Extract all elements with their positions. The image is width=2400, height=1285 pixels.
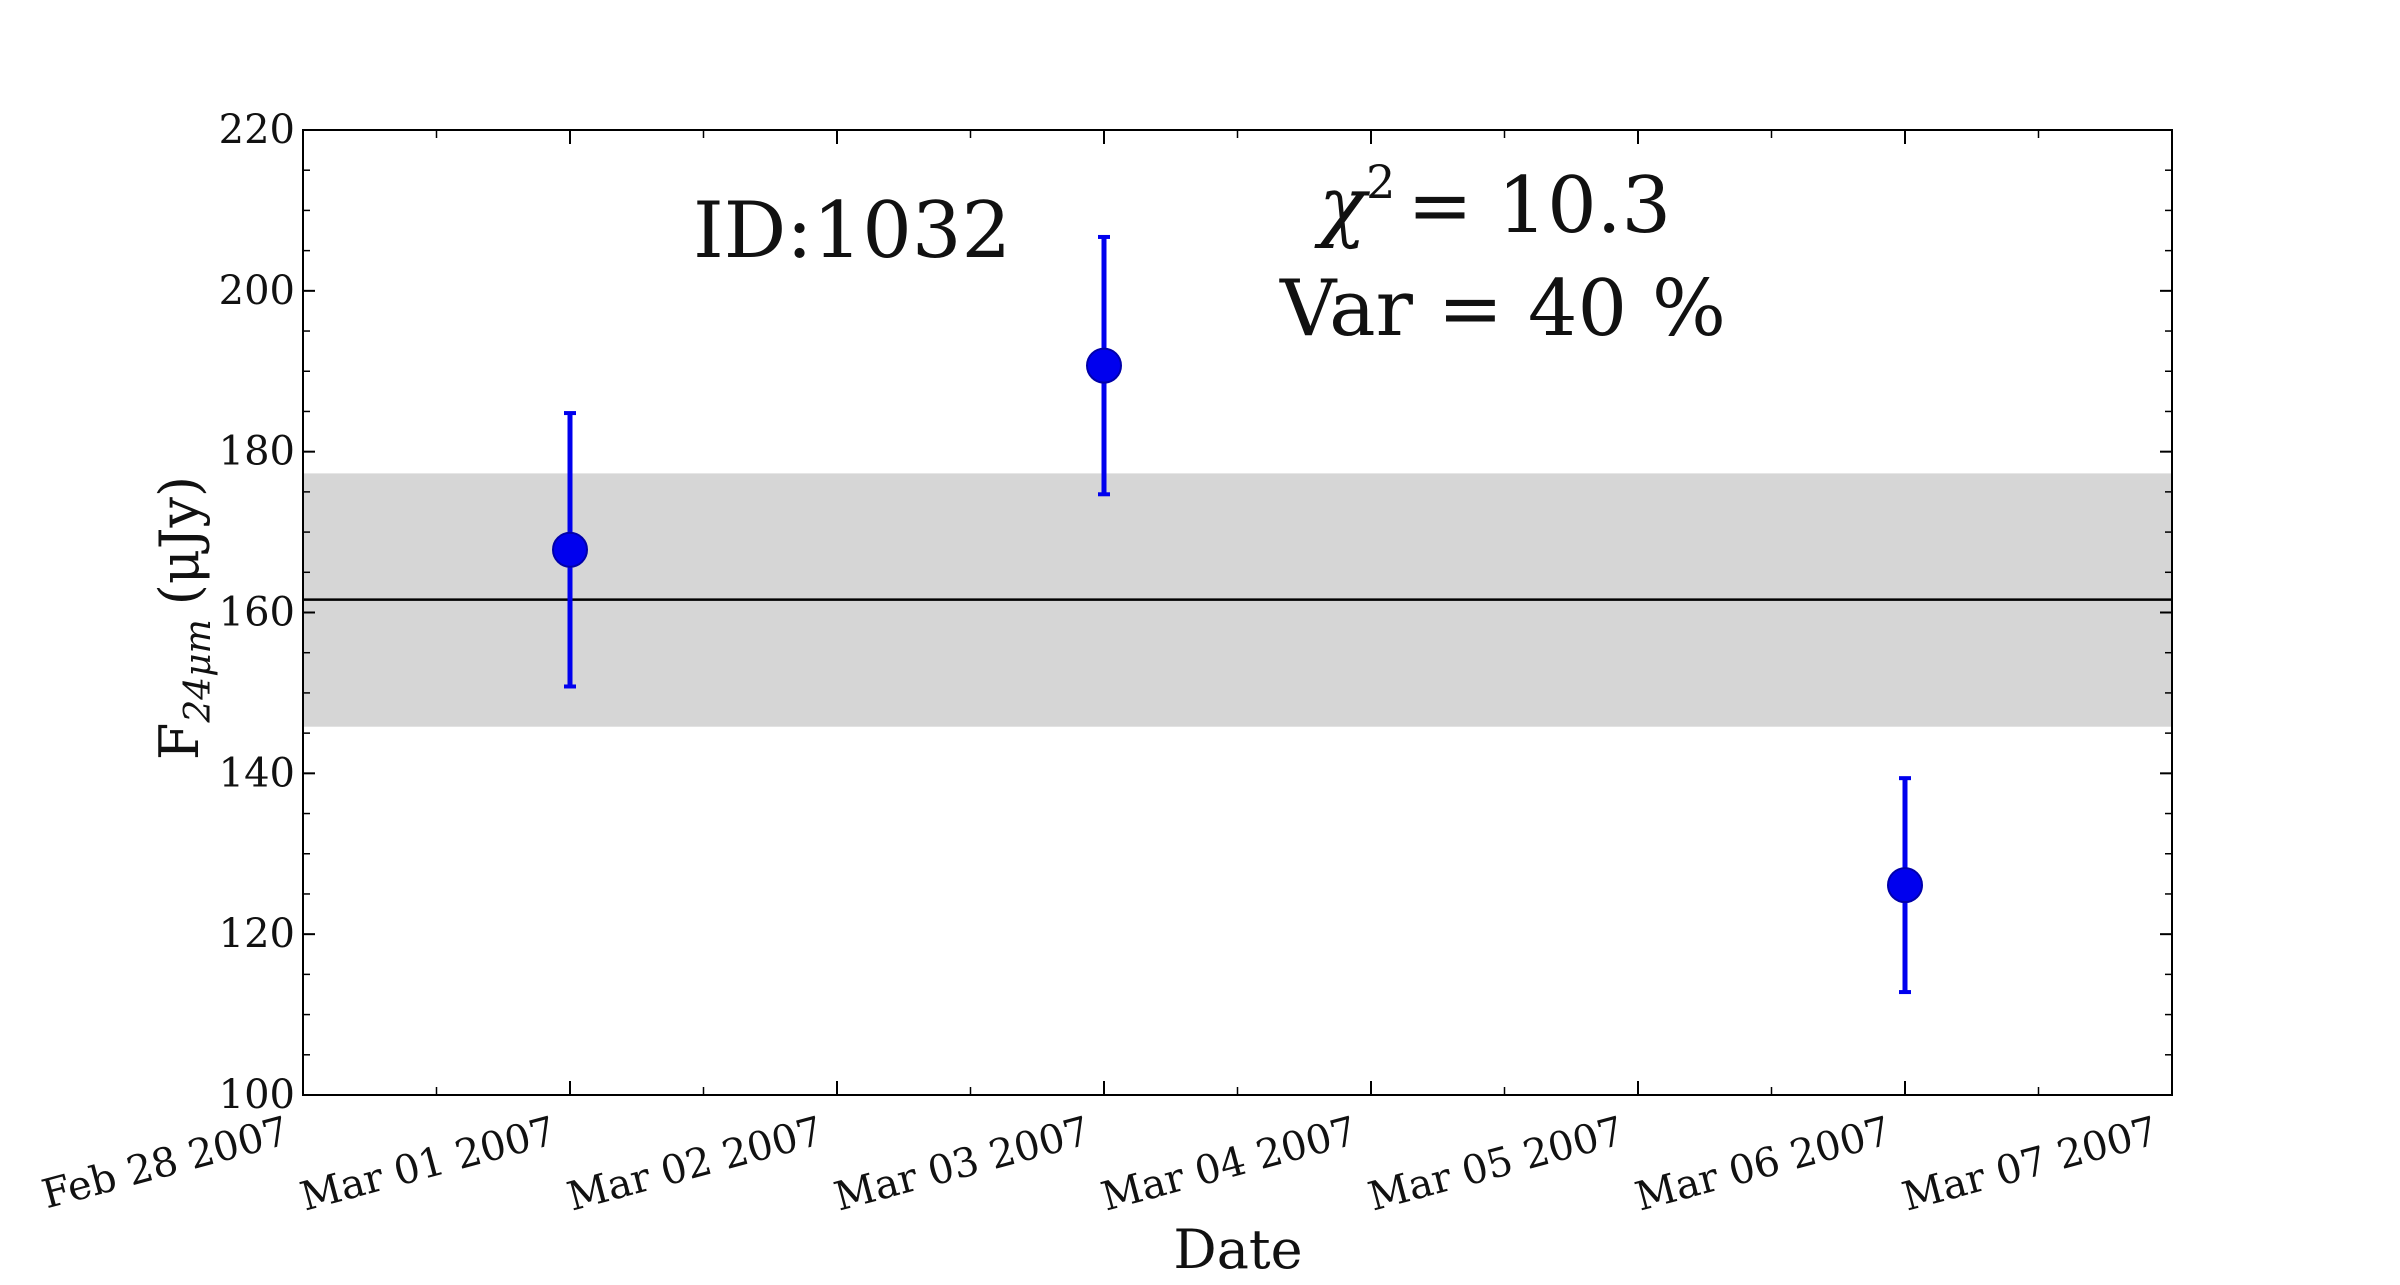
y-tick-label: 140: [219, 750, 295, 796]
data-point: [552, 531, 588, 568]
x-tick-label: Mar 07 2007: [1898, 1108, 2163, 1220]
chi-squared-label: χ2 = 10.3: [1314, 155, 1671, 251]
x-tick-label: Feb 28 2007: [37, 1108, 293, 1218]
x-tick-label: Mar 04 2007: [1097, 1108, 1362, 1220]
x-tick-label: Mar 06 2007: [1631, 1108, 1896, 1220]
y-tick-label: 200: [219, 268, 295, 314]
variance-label: Var = 40 %: [1279, 264, 1726, 354]
data-points-layer: [552, 234, 1923, 995]
data-point: [1086, 347, 1122, 384]
y-axis-title: F24μm (μJy): [148, 476, 219, 760]
y-tick-label: 180: [219, 429, 295, 475]
y-tick-label: 220: [219, 107, 295, 153]
chi-power: 2: [1366, 155, 1395, 209]
chi-value: = 10.3: [1407, 161, 1671, 251]
y-tick-label: 160: [219, 590, 295, 636]
x-axis-title: Date: [1173, 1218, 1302, 1281]
y-tick-label: 120: [219, 911, 295, 957]
data-point: [1887, 867, 1923, 904]
y-axis-title-subscript: 24μm: [178, 619, 219, 723]
plot-frame: [302, 129, 2173, 1096]
y-axis-title-main: F: [148, 723, 211, 760]
x-tick-label: Mar 03 2007: [830, 1108, 1095, 1220]
x-tick-label: Mar 01 2007: [296, 1108, 561, 1220]
x-tick-label: Mar 02 2007: [563, 1108, 828, 1220]
y-axis-title-unit: (μJy): [148, 476, 211, 605]
x-tick-label: Mar 05 2007: [1364, 1108, 1629, 1220]
y-tick-label: 100: [219, 1072, 295, 1118]
chi-symbol: χ: [1314, 161, 1371, 251]
source-id-label: ID:1032: [693, 186, 1011, 276]
